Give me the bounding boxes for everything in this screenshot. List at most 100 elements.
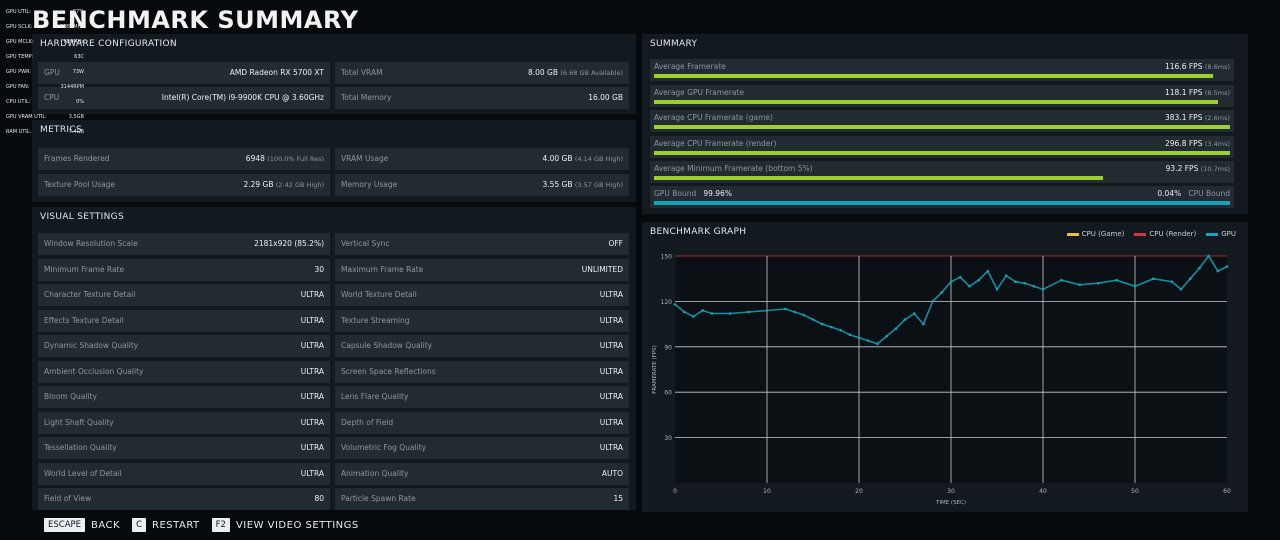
legend-label: GPU: [1221, 230, 1236, 238]
setting-label: Maximum Frame Rate: [341, 264, 424, 274]
back-action[interactable]: BACK: [91, 519, 121, 531]
gpu-point: [710, 312, 714, 315]
graph-panel: BENCHMARK GRAPH CPU (Game) CPU (Render) GP…: [642, 222, 1248, 512]
setting-window-resolution-scale: Window Resolution Scale 2181x920 (85.2%): [38, 233, 330, 255]
hardware-panel: HARDWARE CONFIGURATION GPU AMD Radeon RX…: [32, 34, 636, 114]
frames-rendered-label: Frames Rendered: [44, 154, 110, 163]
total-vram-label: Total VRAM: [341, 68, 383, 77]
setting-label: Effects Texture Detail: [44, 315, 124, 325]
overlay-label: GPU PWR:: [6, 69, 32, 75]
total-memory-cell: Total Memory 16.00 GB: [335, 87, 629, 109]
key-c[interactable]: C: [132, 518, 147, 532]
overlay-gpu-pwr: GPU PWR: 73W: [6, 69, 84, 75]
restart-action[interactable]: RESTART: [152, 519, 200, 531]
frames-rendered-cell: Frames Rendered 6948 (100.0% Full Res): [38, 148, 330, 170]
setting-value: ULTRA: [300, 392, 324, 401]
view-video-settings-action[interactable]: VIEW VIDEO SETTINGS: [235, 519, 359, 531]
metrics-heading: METRICS: [40, 125, 82, 135]
x-axis-label: TIME (SEC): [935, 500, 966, 506]
key-escape[interactable]: ESCAPE: [44, 518, 86, 532]
overlay-gpu-util: GPU UTIL: 87%: [6, 9, 84, 15]
y-tick-label: 90: [664, 344, 672, 351]
setting-label: Ambient Occlusion Quality: [44, 366, 144, 376]
gpu-point: [682, 310, 686, 314]
key-f2[interactable]: F2: [211, 518, 230, 532]
total-memory-label: Total Memory: [341, 93, 392, 102]
overlay-gpu-vram-util: GPU VRAM UTIL: 3.5GB: [6, 114, 84, 120]
benchmark-chart: 30 60 90 120 150 0 10 20 30 40 50 60 TIME (SEC) FRAME…: [652, 254, 1231, 507]
setting-bloom-quality: Bloom Quality ULTRA: [38, 386, 330, 408]
setting-field-of-view: Field of View 80: [38, 488, 330, 510]
gpu-point: [1170, 280, 1174, 284]
setting-value: AUTO: [601, 468, 623, 478]
legend-gpu: GPU: [1206, 230, 1236, 238]
setting-label: World Texture Detail: [341, 290, 417, 299]
setting-label: Window Resolution Scale: [44, 239, 138, 248]
legend-cpu-game: CPU (Game): [1066, 230, 1124, 238]
gpu-point: [1115, 278, 1118, 282]
setting-label: World Level of Detail: [44, 468, 122, 478]
texture-pool-value: 2.29 GB (2.42 GB High): [243, 180, 324, 189]
x-tick-label: 30: [947, 488, 955, 495]
page-title: BENCHMARK SUMMARY: [32, 6, 359, 34]
setting-lens-flare-quality: Lens Flare Quality ULTRA: [335, 386, 629, 408]
overlay-label: CPU UTIL:: [6, 99, 31, 105]
overlay-label: GPU VRAM UTIL:: [6, 114, 47, 120]
legend-swatch: [1066, 232, 1079, 236]
legend-swatch: [1206, 232, 1219, 236]
hardware-heading: HARDWARE CONFIGURATION: [40, 39, 177, 49]
summary-label: Average CPU Framerate (game): [654, 113, 773, 122]
setting-depth-of-field: Depth of Field ULTRA: [335, 411, 629, 434]
gpu-point: [1216, 269, 1220, 273]
x-tick-label: 20: [855, 488, 863, 495]
setting-label: Minimum Frame Rate: [44, 264, 125, 274]
y-axis-label: FRAMERATE (FPS): [652, 345, 658, 394]
total-vram-value: 8.00 GB (6.68 GB Available): [527, 68, 623, 77]
gpu-point: [958, 275, 962, 279]
overlay-label: GPU UTIL:: [6, 9, 31, 15]
gpu-point: [876, 342, 879, 346]
graph-legend: CPU (Game) CPU (Render) GPU: [1057, 230, 1236, 238]
gpu-point: [949, 280, 953, 284]
gpu-value: AMD Radeon RX 5700 XT: [229, 68, 324, 77]
setting-value: ULTRA: [300, 341, 324, 350]
total-memory-value: 16.00 GB: [588, 93, 623, 102]
setting-value: ULTRA: [599, 341, 623, 350]
overlay-value: 3144RPM: [60, 84, 84, 90]
gpu-point: [1096, 281, 1100, 285]
gpu-point: [912, 312, 916, 315]
gpu-point: [1152, 277, 1155, 280]
overlay-cpu-util: CPU UTIL: 0%: [6, 99, 84, 105]
summary-panel: SUMMARY Average Framerate 116.6 FPS (8.6m…: [642, 34, 1248, 214]
setting-capsule-shadow-quality: Capsule Shadow Quality ULTRA: [335, 335, 629, 357]
setting-value: ULTRA: [599, 392, 623, 401]
setting-value: ULTRA: [300, 366, 324, 376]
setting-label: Screen Space Reflections: [341, 366, 436, 376]
setting-value: ULTRA: [300, 315, 324, 325]
setting-value: 30: [314, 264, 324, 274]
setting-world-texture-detail: World Texture Detail ULTRA: [335, 284, 629, 306]
overlay-value: 73W: [72, 69, 84, 75]
bound-row: GPU Bound 99.96% 0.04% CPU Bound: [650, 186, 1234, 208]
gpu-point: [1133, 284, 1137, 288]
overlay-value: 3.5GB: [68, 114, 84, 120]
gpu-point: [784, 307, 787, 311]
gpu-point: [903, 318, 907, 321]
setting-value: UNLIMITED: [581, 264, 623, 274]
summary-value: 118.1 FPS (8.5ms): [1165, 87, 1230, 97]
gpu-bound-label: GPU Bound 99.96%: [654, 189, 732, 198]
setting-label: Lens Flare Quality: [341, 392, 409, 401]
setting-texture-streaming: Texture Streaming ULTRA: [335, 309, 629, 332]
overlay-label: RAM UTIL:: [6, 129, 32, 135]
gpu-point: [1060, 278, 1063, 282]
gpu-point: [747, 310, 750, 314]
setting-tessellation-quality: Tessellation Quality ULTRA: [38, 437, 330, 459]
total-vram-cell: Total VRAM 8.00 GB (6.68 GB Available): [335, 62, 629, 84]
gpu-point: [977, 278, 980, 282]
setting-value: ULTRA: [300, 468, 324, 478]
summary-bar: [654, 176, 1104, 180]
setting-light-shaft-quality: Light Shaft Quality ULTRA: [38, 411, 330, 434]
setting-value: ULTRA: [599, 443, 623, 452]
texture-pool-cell: Texture Pool Usage 2.29 GB (2.42 GB High…: [38, 174, 330, 196]
gpu-point: [968, 284, 971, 288]
